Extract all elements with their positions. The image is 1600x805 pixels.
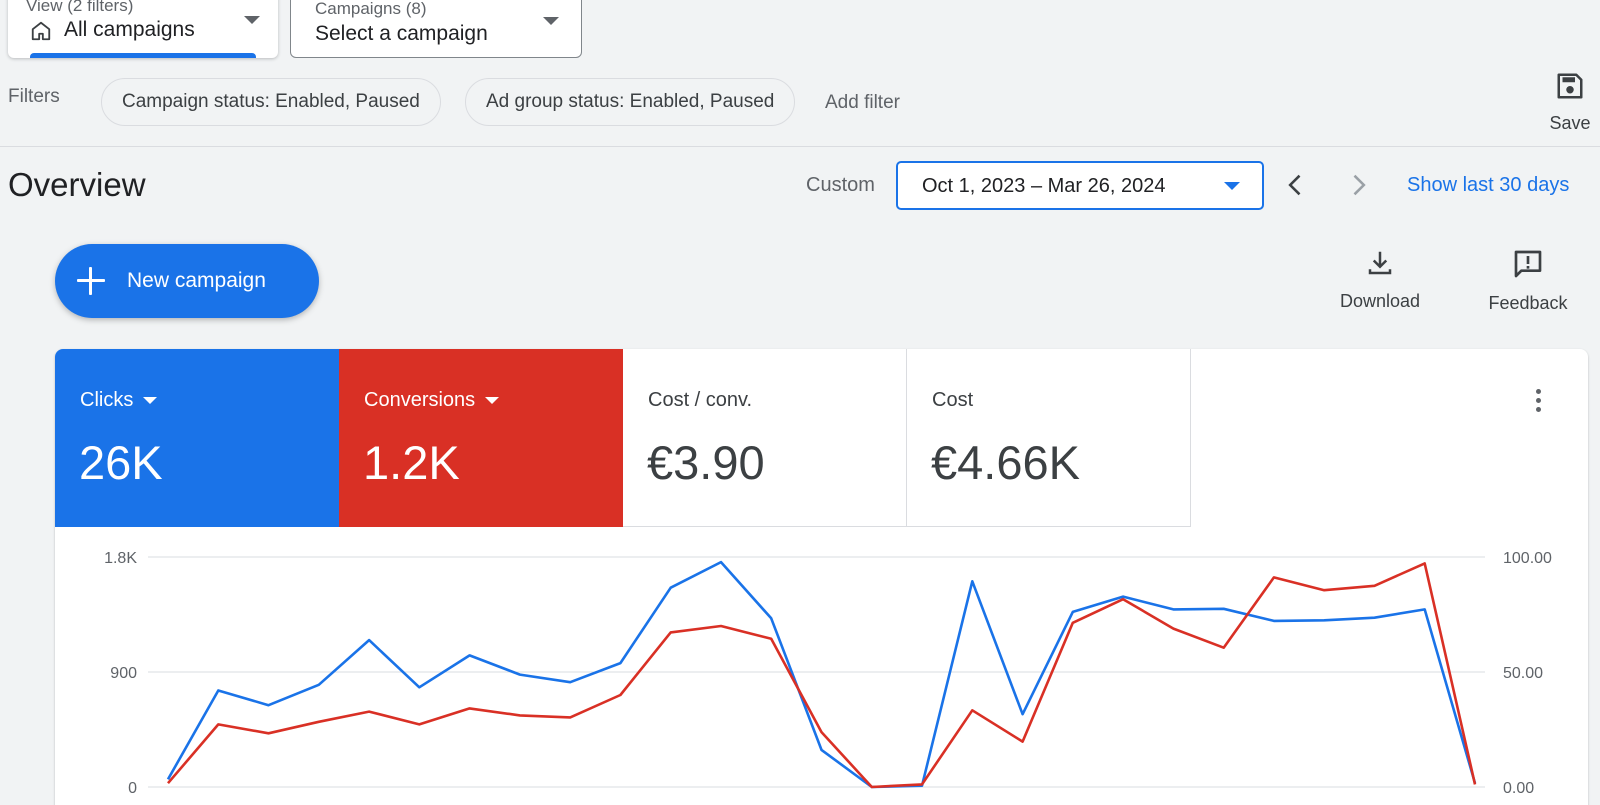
- new-campaign-label: New campaign: [127, 269, 266, 292]
- feedback-label: Feedback: [1488, 293, 1568, 313]
- view-selector-sublabel: View (2 filters): [26, 0, 134, 15]
- right-axis-tick-label: 50.00: [1503, 665, 1543, 682]
- save-button[interactable]: Save: [1540, 70, 1600, 134]
- feedback-button[interactable]: Feedback: [1478, 248, 1578, 314]
- date-range-value: Oct 1, 2023 – Mar 26, 2024: [922, 175, 1166, 197]
- chevron-down-icon: [1224, 182, 1240, 190]
- metric-cost[interactable]: Cost €4.66K: [907, 349, 1191, 527]
- campaign-selector-sublabel: Campaigns (8): [315, 0, 427, 18]
- more-vert-icon[interactable]: [1533, 389, 1543, 419]
- metric-name: Conversions: [364, 389, 476, 411]
- view-selector-value: All campaigns: [64, 18, 195, 41]
- campaign-selector-value: Select a campaign: [315, 22, 488, 45]
- chevron-right-icon[interactable]: [1344, 170, 1372, 200]
- chevron-down-icon: [244, 16, 260, 24]
- chevron-left-icon[interactable]: [1282, 170, 1310, 200]
- caret-down-icon: [485, 397, 500, 404]
- metric-value: 1.2K: [363, 436, 460, 489]
- download-button[interactable]: Download: [1330, 248, 1430, 312]
- left-axis-tick-label: 1.8K: [104, 550, 137, 567]
- metric-cost-per-conv-name-row: Cost / conv.: [648, 389, 752, 412]
- performance-card: Clicks 26K Conversions 1.2K Cost / conv.…: [55, 349, 1588, 805]
- right-axis-tick-label: 100.00: [1503, 550, 1552, 567]
- chevron-down-icon: [543, 17, 559, 25]
- download-icon: [1368, 251, 1392, 275]
- save-label: Save: [1549, 113, 1591, 133]
- series-line-conversions: [167, 562, 1477, 789]
- metric-cost-name-row: Cost: [932, 389, 973, 412]
- metric-value: 26K: [79, 436, 163, 489]
- left-axis-tick-label: 900: [110, 665, 137, 682]
- performance-chart: 1.8K 100.00 900 50.00 0 0.00: [104, 550, 1552, 797]
- metric-name: Cost / conv.: [648, 389, 753, 411]
- download-label: Download: [1339, 291, 1421, 311]
- view-selector[interactable]: View (2 filters) All campaigns: [8, 0, 278, 58]
- right-axis-tick-label: 0.00: [1503, 780, 1534, 797]
- home-icon: [31, 21, 51, 41]
- campaign-selector[interactable]: Campaigns (8) Select a campaign: [290, 0, 582, 58]
- metric-name: Cost: [932, 389, 974, 411]
- add-filter-button[interactable]: Add filter: [825, 92, 900, 113]
- metric-conversions-name-row: Conversions: [364, 389, 500, 412]
- page-title: Overview: [8, 166, 146, 203]
- save-icon: [1557, 73, 1583, 99]
- new-campaign-button[interactable]: New campaign: [55, 244, 319, 318]
- show-last-30-days-link[interactable]: Show last 30 days: [1407, 174, 1570, 196]
- filters-label: Filters: [8, 86, 60, 107]
- date-range-picker[interactable]: Oct 1, 2023 – Mar 26, 2024: [896, 161, 1264, 210]
- metric-value: €4.66K: [931, 436, 1080, 489]
- metric-value: €3.90: [647, 436, 765, 489]
- plus-icon: [77, 267, 105, 295]
- metric-cost-per-conv[interactable]: Cost / conv. €3.90: [623, 349, 907, 527]
- series-line-clicks: [166, 560, 1477, 789]
- metric-clicks[interactable]: Clicks 26K: [55, 349, 339, 527]
- feedback-icon: [1514, 250, 1542, 278]
- filter-chip-campaign-status[interactable]: Campaign status: Enabled, Paused: [101, 78, 441, 126]
- date-mode-label: Custom: [806, 174, 875, 196]
- active-indicator: [30, 53, 256, 58]
- divider: [0, 146, 1600, 147]
- left-axis-tick-label: 0: [128, 780, 137, 797]
- metric-name: Clicks: [80, 389, 134, 411]
- filter-chip-ad-group-status[interactable]: Ad group status: Enabled, Paused: [465, 78, 796, 126]
- caret-down-icon: [143, 397, 158, 404]
- metric-conversions[interactable]: Conversions 1.2K: [339, 349, 623, 527]
- metric-clicks-name-row: Clicks: [80, 389, 158, 412]
